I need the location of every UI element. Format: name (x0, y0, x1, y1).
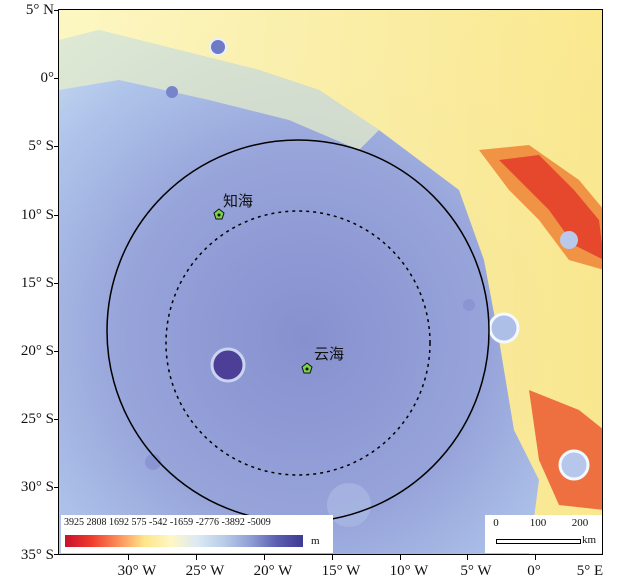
legend-value: -1659 (169, 517, 194, 528)
lat-tick (54, 78, 59, 79)
scale-unit: km (582, 534, 597, 546)
legend-value: 575 (131, 517, 147, 528)
lon-tick (400, 555, 401, 560)
lat-tick (54, 146, 59, 147)
legend-value: -2776 (195, 517, 220, 528)
lat-label: 35° S (20, 547, 54, 563)
peak-region-south (529, 390, 602, 510)
site-label-zhihai: 知海 (223, 192, 254, 210)
lon-tick (196, 555, 197, 560)
lat-label: 25° S (20, 411, 54, 427)
lon-tick (332, 555, 333, 560)
crater (166, 86, 178, 98)
legend-value: -5009 (247, 517, 271, 528)
lon-label: 10° W (389, 563, 429, 579)
lon-label: 0° (527, 563, 541, 579)
elevation-map (59, 10, 602, 554)
lat-label: 15° S (20, 275, 54, 291)
lat-label: 5° N (25, 2, 54, 18)
crater (209, 38, 227, 56)
lon-tick (264, 555, 265, 560)
crater (327, 483, 371, 527)
crater (210, 347, 246, 383)
lat-label: 30° S (20, 479, 54, 495)
legend-value: -3892 (221, 517, 245, 528)
scale-bar: 0 100 200 km (485, 515, 602, 553)
lat-tick (54, 215, 59, 216)
scale-tick-label: 100 (529, 517, 547, 529)
scale-tick-label: 0 (493, 517, 499, 529)
lat-tick (54, 419, 59, 420)
lon-label: 5° W (460, 563, 492, 579)
scale-tick-label: 200 (571, 517, 589, 529)
lon-tick (467, 555, 468, 560)
highland-light-region (59, 30, 379, 150)
map-frame (58, 9, 603, 555)
crater (488, 312, 520, 344)
highland-region (59, 10, 602, 554)
lon-label: 25° W (185, 563, 225, 579)
basin-rings (106, 139, 490, 523)
lon-label: 15° W (321, 563, 361, 579)
lon-label: 20° W (253, 563, 293, 579)
crater (558, 449, 590, 481)
lat-label: 5° S (28, 138, 54, 154)
lat-label: 20° S (20, 343, 54, 359)
outer-basin-ring (106, 139, 490, 523)
lon-tick (535, 555, 536, 560)
lat-tick (54, 351, 59, 352)
lat-label: 0° (40, 70, 55, 86)
legend-values: 3925 2808 1692 575 -542 -1659 -2776 -389… (64, 517, 271, 528)
lat-label: 10° S (20, 207, 54, 223)
lat-tick (54, 554, 59, 555)
peak-region-core (499, 155, 602, 259)
lat-tick (54, 487, 59, 488)
legend-unit: m (311, 535, 320, 547)
crater (463, 299, 475, 311)
legend-value: -542 (149, 517, 168, 528)
scale-bar-graphic (496, 539, 581, 544)
legend-color-bar (65, 535, 303, 547)
lat-tick (54, 10, 59, 11)
lat-tick (54, 283, 59, 284)
site-label-yunhai: 云海 (314, 345, 345, 363)
inner-basin-ring (165, 210, 431, 476)
lon-label: 30° W (117, 563, 157, 579)
legend-value: 2808 (86, 517, 107, 528)
lon-label: 5° E (576, 563, 604, 579)
legend-value: 3925 (64, 517, 84, 528)
elevation-legend: 3925 2808 1692 575 -542 -1659 -2776 -389… (61, 515, 333, 553)
crater (560, 231, 578, 249)
legend-value: 1692 (109, 517, 129, 528)
lon-tick (128, 555, 129, 560)
crater (145, 454, 161, 470)
